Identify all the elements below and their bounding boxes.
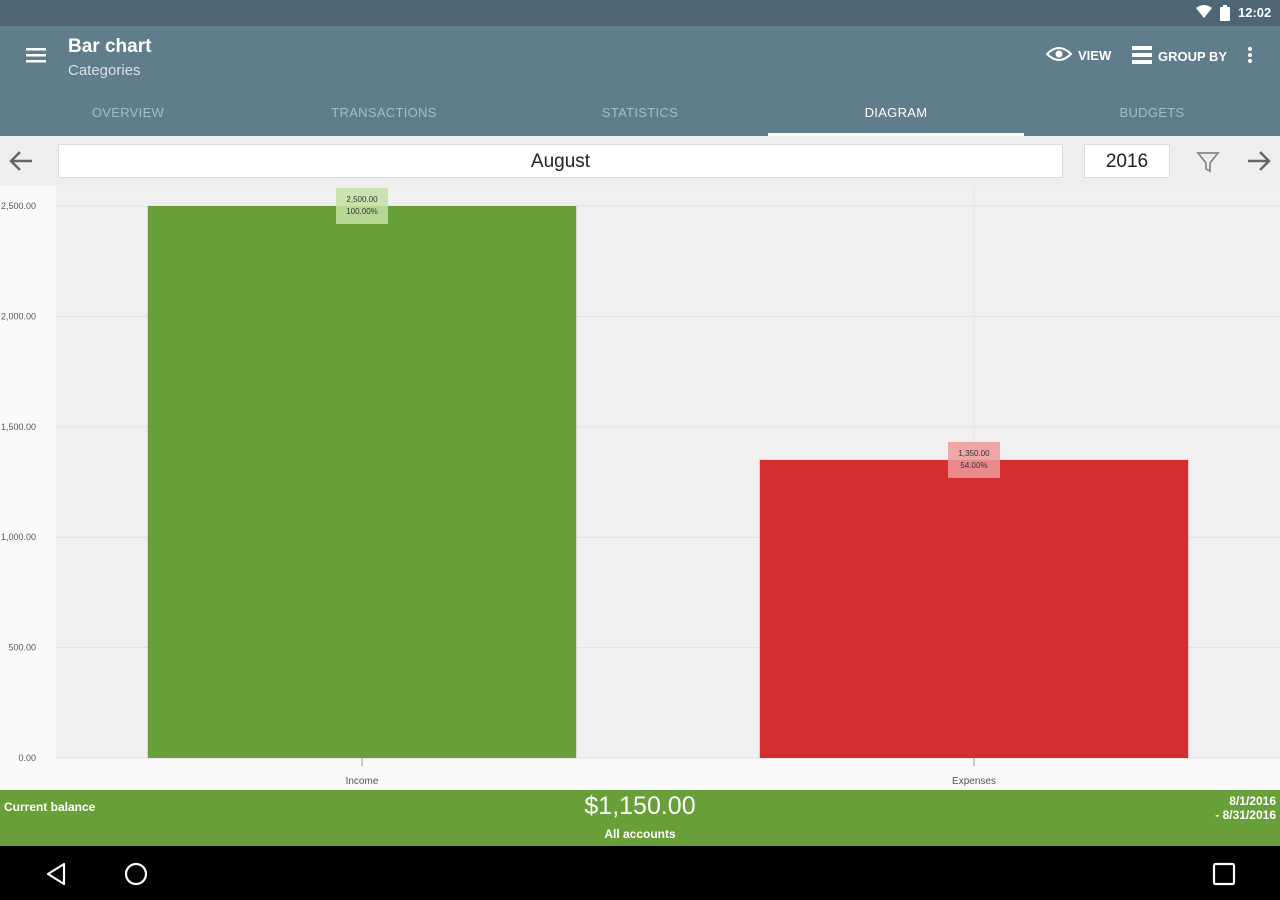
bar-chart-svg: 0.00 500.00 1,000.00 1,500.00 2,000.00 2,500.… [1,186,1280,787]
y-tick-label: 0.00 [18,753,36,763]
tab-diagram[interactable]: DIAGRAM [768,96,1024,136]
group-by-button[interactable]: GROUP BY [1132,46,1227,67]
menu-icon[interactable] [20,44,52,70]
battery-icon [1220,5,1230,26]
recents-icon[interactable] [1210,860,1238,888]
home-icon[interactable] [122,860,150,888]
bar-chart: 0.00 500.00 1,000.00 1,500.00 2,000.00 2,500.… [0,186,1280,790]
data-label-value: 2,500.00 [346,195,378,204]
balance-label: Current balance [4,800,96,814]
tab-overview[interactable]: OVERVIEW [91,105,165,120]
y-tick-label: 1,000.00 [1,532,36,542]
data-label-percent: 100.00% [346,207,378,216]
bar-income [147,206,577,758]
arrow-right-icon[interactable] [1244,146,1274,176]
tab-statistics[interactable]: STATISTICS [601,105,679,120]
tab-transactions[interactable]: TRANSACTIONS [331,105,437,120]
wifi-icon [1196,5,1212,24]
page-subtitle: Categories [68,62,141,79]
bar-expenses [759,459,1189,758]
data-label-box [948,441,1000,478]
more-vert-icon[interactable] [1240,44,1260,70]
filter-icon[interactable] [1194,148,1222,176]
date-range-end: - 8/31/2016 [1215,808,1276,822]
x-tick-label: Expenses [952,776,996,787]
date-range-start: 8/1/2016 [1229,794,1276,808]
period-selector: August 2016 [0,136,1280,186]
y-tick-label: 500.00 [8,643,36,653]
x-tick-label: Income [346,776,379,787]
data-label-percent: 54.00% [960,461,987,470]
system-nav-bar [0,846,1280,900]
eye-icon [1045,46,1073,65]
list-icon [1132,46,1152,67]
y-tick-label: 1,500.00 [1,422,36,432]
status-bar: 12:02 [0,0,1280,26]
view-button[interactable]: VIEW [1045,46,1112,65]
group-by-label: GROUP BY [1158,49,1228,64]
status-clock: 12:02 [1238,5,1272,20]
accounts-label: All accounts [604,827,676,841]
y-tick-label: 2,500.00 [1,201,36,211]
data-label-value: 1,350.00 [958,449,990,458]
app-bar: Bar chart Categories VIEW GROUP BY OV [0,26,1280,136]
tab-budgets[interactable]: BUDGETS [1119,105,1185,120]
data-label-box [336,188,388,224]
arrow-left-icon[interactable] [6,146,36,176]
balance-value: $1,150.00 [584,792,696,820]
balance-footer: Current balance $1,150.00 All accounts 8… [0,790,1280,846]
tab-bar: OVERVIEW TRANSACTIONS STATISTICS DIAGRAM… [0,96,1280,136]
view-label: VIEW [1078,48,1112,63]
y-tick-label: 2,000.00 [1,311,36,321]
date-range: 8/1/2016 - 8/31/2016 [1215,794,1276,822]
page-title: Bar chart [68,36,152,57]
year-selector[interactable]: 2016 [1084,144,1170,178]
month-selector[interactable]: August [58,144,1063,178]
back-icon[interactable] [42,860,70,888]
